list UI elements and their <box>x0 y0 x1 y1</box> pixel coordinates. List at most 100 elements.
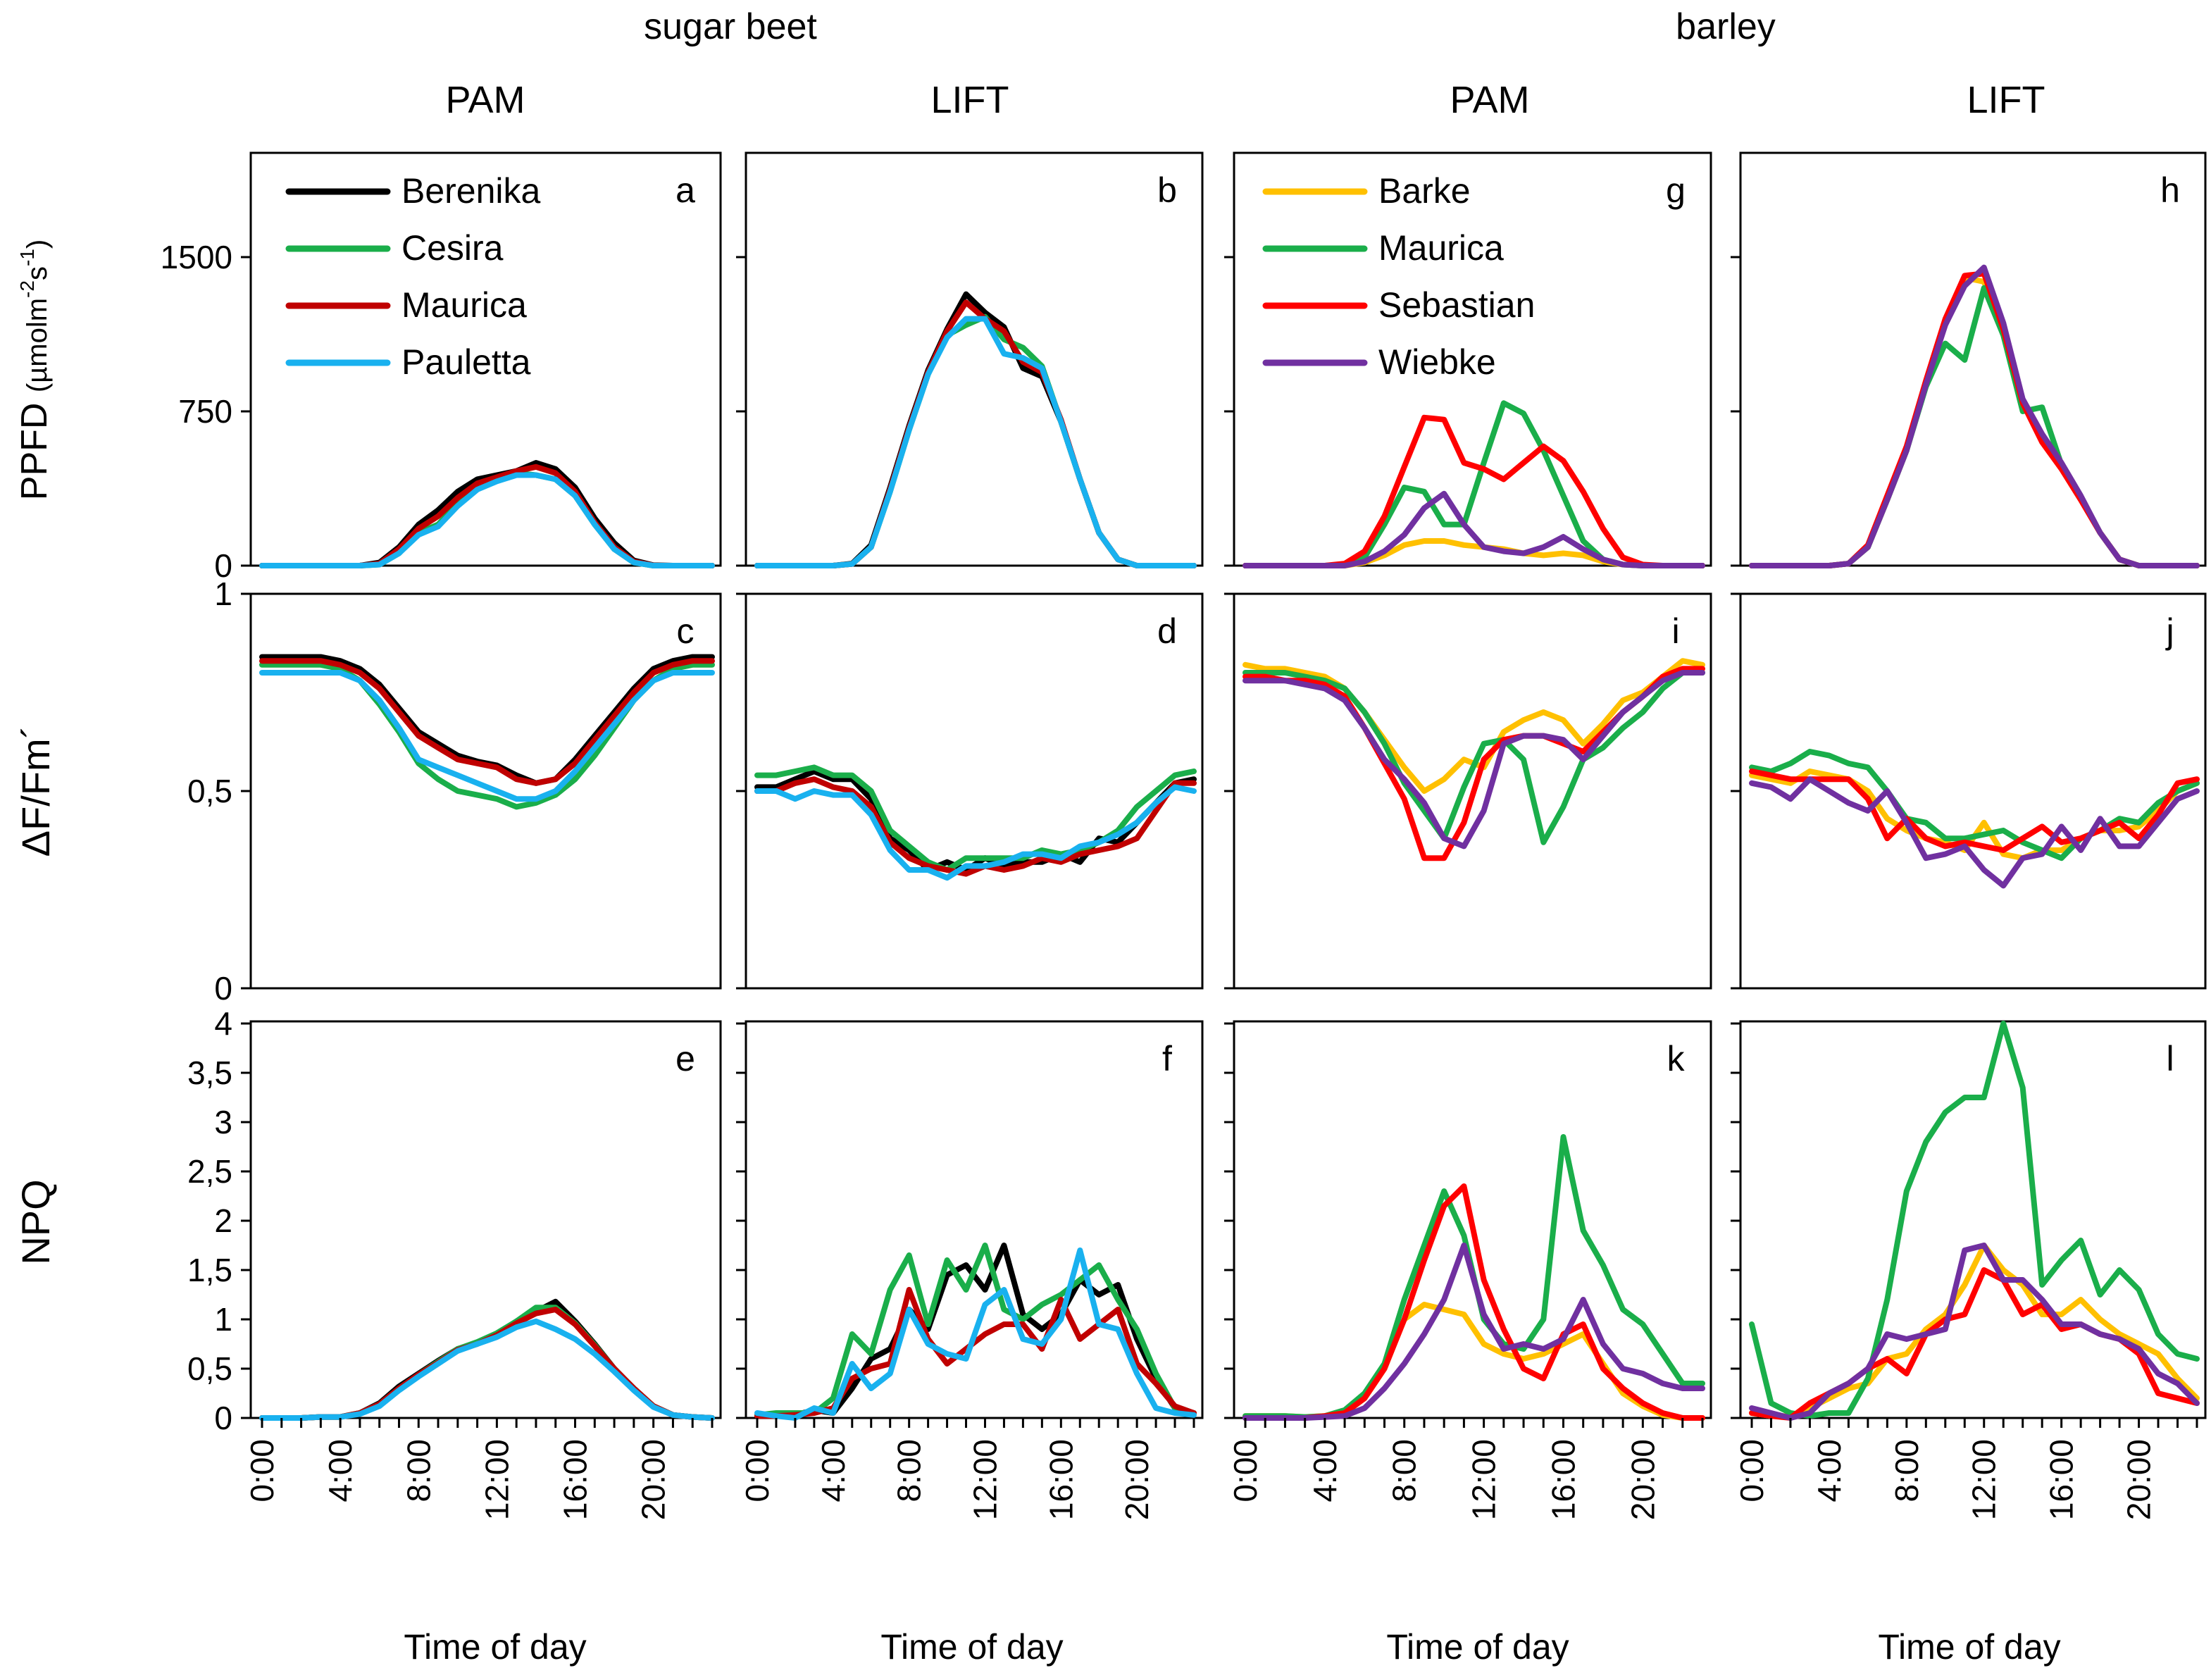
xtick-label-c1-3: 12:00 <box>966 1439 1003 1520</box>
ytick-label-r1-0: 0 <box>214 970 232 1007</box>
legends-layer: Berenika Cesira Maurica Pauletta Barke Mauric… <box>285 171 1535 382</box>
xlabel-col-4: Time of day <box>1878 1627 2060 1667</box>
panel-f: f <box>745 1020 1204 1421</box>
header-sugar-beet: sugar beet <box>644 6 817 47</box>
header-barley: barley <box>1676 6 1776 47</box>
legend-label-barley-3: Wiebke <box>1378 342 1496 382</box>
panel-j: j <box>1739 592 2207 990</box>
panel-letter-i: i <box>1671 611 1679 651</box>
xtick-label-c3-1: 4:00 <box>1811 1439 1848 1502</box>
series-line-b-cesira <box>754 313 1197 568</box>
series-line-l-barke <box>1749 1243 2200 1419</box>
panel-letter-d: d <box>1157 611 1177 651</box>
ylabel-npq: NPQ <box>13 1179 58 1264</box>
series-line-d-cesira <box>754 764 1197 873</box>
series-line-d-maurica <box>754 776 1197 877</box>
panel-letter-h: h <box>2160 170 2180 210</box>
panel-frame-j <box>1739 592 2207 990</box>
xtick-label-c0-0: 0:00 <box>244 1439 280 1502</box>
ytick-label-r2-5: 2,5 <box>187 1153 232 1190</box>
series-line-a-pauletta <box>259 472 715 568</box>
xtick-label-c2-0: 0:00 <box>1227 1439 1264 1502</box>
panel-letter-b: b <box>1157 170 1177 210</box>
series-line-j-wiebke <box>1749 776 2200 889</box>
xtick-label-c0-5: 20:00 <box>635 1439 672 1520</box>
xtick-label-c0-4: 16:00 <box>557 1439 594 1520</box>
ytick-label-r2-0: 0 <box>214 1400 232 1436</box>
series-line-k-wiebke <box>1242 1243 1705 1421</box>
series-line-k-barke <box>1242 1302 1705 1421</box>
xtick-label-c1-2: 8:00 <box>891 1439 928 1502</box>
ytick-label-r1-1: 0,5 <box>187 773 232 809</box>
ytick-label-r1-2: 1 <box>214 575 232 612</box>
panel-letter-l: l <box>2166 1039 2174 1078</box>
ytick-label-r2-4: 2 <box>214 1202 232 1239</box>
xtick-label-c3-4: 16:00 <box>2043 1439 2080 1520</box>
ytick-label-r0-2: 1500 <box>161 239 232 275</box>
ylabel-ppfd: PPFD (µmolm-2s-1) <box>14 239 55 500</box>
series-line-d-pauletta <box>754 784 1197 881</box>
xtick-label-c2-4: 16:00 <box>1545 1439 1581 1520</box>
series-line-h-wiebke <box>1749 264 2200 568</box>
xlabel-col-1: Time of day <box>404 1627 586 1667</box>
panel-frame-e <box>249 1020 722 1419</box>
xtick-label-c3-2: 8:00 <box>1888 1439 1925 1502</box>
xlabel-col-3: Time of day <box>1386 1627 1569 1667</box>
ylabel-ppfd-close: ) <box>22 239 53 249</box>
xlabel-col-2: Time of day <box>880 1627 1063 1667</box>
panel-e: e <box>249 1020 722 1421</box>
col-title-4: LIFT <box>1967 79 2045 121</box>
panel-frame-l <box>1739 1020 2207 1419</box>
ylabel-ppfd-s: s <box>22 266 53 280</box>
ytick-label-r2-2: 1 <box>214 1301 232 1338</box>
legend-label-barley-2: Sebastian <box>1378 285 1535 325</box>
series-line-h-maurica <box>1749 285 2200 568</box>
series-line-g-wiebke <box>1242 490 1705 568</box>
xtick-label-c3-3: 12:00 <box>1966 1439 2003 1520</box>
series-line-l-maurica <box>1749 1021 2200 1419</box>
panel-letter-a: a <box>675 170 695 210</box>
ytick-label-r0-1: 750 <box>178 393 232 430</box>
xtick-label-c1-5: 20:00 <box>1119 1439 1155 1520</box>
xtick-label-c2-5: 20:00 <box>1624 1439 1661 1520</box>
ylabel-phi: ΔF/Fm´ <box>13 726 58 857</box>
ytick-label-r2-6: 3 <box>214 1104 232 1140</box>
ytick-label-r2-8: 4 <box>214 1005 232 1042</box>
xtick-label-c0-3: 12:00 <box>478 1439 515 1520</box>
ylabel-ppfd-main: PPFD <box>14 403 55 501</box>
xtick-label-c0-1: 4:00 <box>322 1439 359 1502</box>
series-line-e-pauletta <box>259 1318 715 1421</box>
panel-b: b <box>745 151 1204 568</box>
xtick-label-c3-0: 0:00 <box>1733 1439 1770 1502</box>
series-line-i-maurica <box>1242 670 1705 845</box>
series-line-c-maurica <box>259 658 715 786</box>
xtick-label-c2-3: 12:00 <box>1466 1439 1502 1520</box>
panel-letter-f: f <box>1162 1039 1172 1078</box>
series-line-b-pauletta <box>754 316 1197 568</box>
panel-letter-g: g <box>1666 170 1686 210</box>
ylabel-ppfd-exp1: -2 <box>16 280 38 298</box>
series-line-j-sebastian <box>1749 769 2200 853</box>
series-line-a-maurica <box>259 463 715 568</box>
series-line-g-maurica <box>1242 400 1705 568</box>
panel-d: d <box>745 592 1204 990</box>
ytick-label-r2-7: 3,5 <box>187 1054 232 1091</box>
ytick-label-r2-1: 0,5 <box>187 1350 232 1387</box>
col-title-2: LIFT <box>930 79 1009 121</box>
xtick-label-c2-2: 8:00 <box>1386 1439 1423 1502</box>
panel-a: a <box>249 151 722 568</box>
panel-frame-g <box>1233 151 1712 567</box>
panel-frame-h <box>1739 151 2207 567</box>
legend-label-sugar-beet-3: Pauletta <box>401 342 531 382</box>
legend-label-sugar-beet-2: Maurica <box>401 285 527 325</box>
ytick-label-r0-0: 0 <box>214 547 232 584</box>
panel-letter-e: e <box>675 1039 695 1078</box>
ylabel-ppfd-exp2: -1 <box>16 249 38 266</box>
panel-c: c <box>249 592 722 990</box>
series-line-f-cesira <box>754 1243 1197 1418</box>
xtick-label-c1-4: 16:00 <box>1042 1439 1079 1520</box>
ylabel-ppfd-unit: (µmolm <box>22 298 53 392</box>
col-title-1: PAM <box>445 79 525 121</box>
